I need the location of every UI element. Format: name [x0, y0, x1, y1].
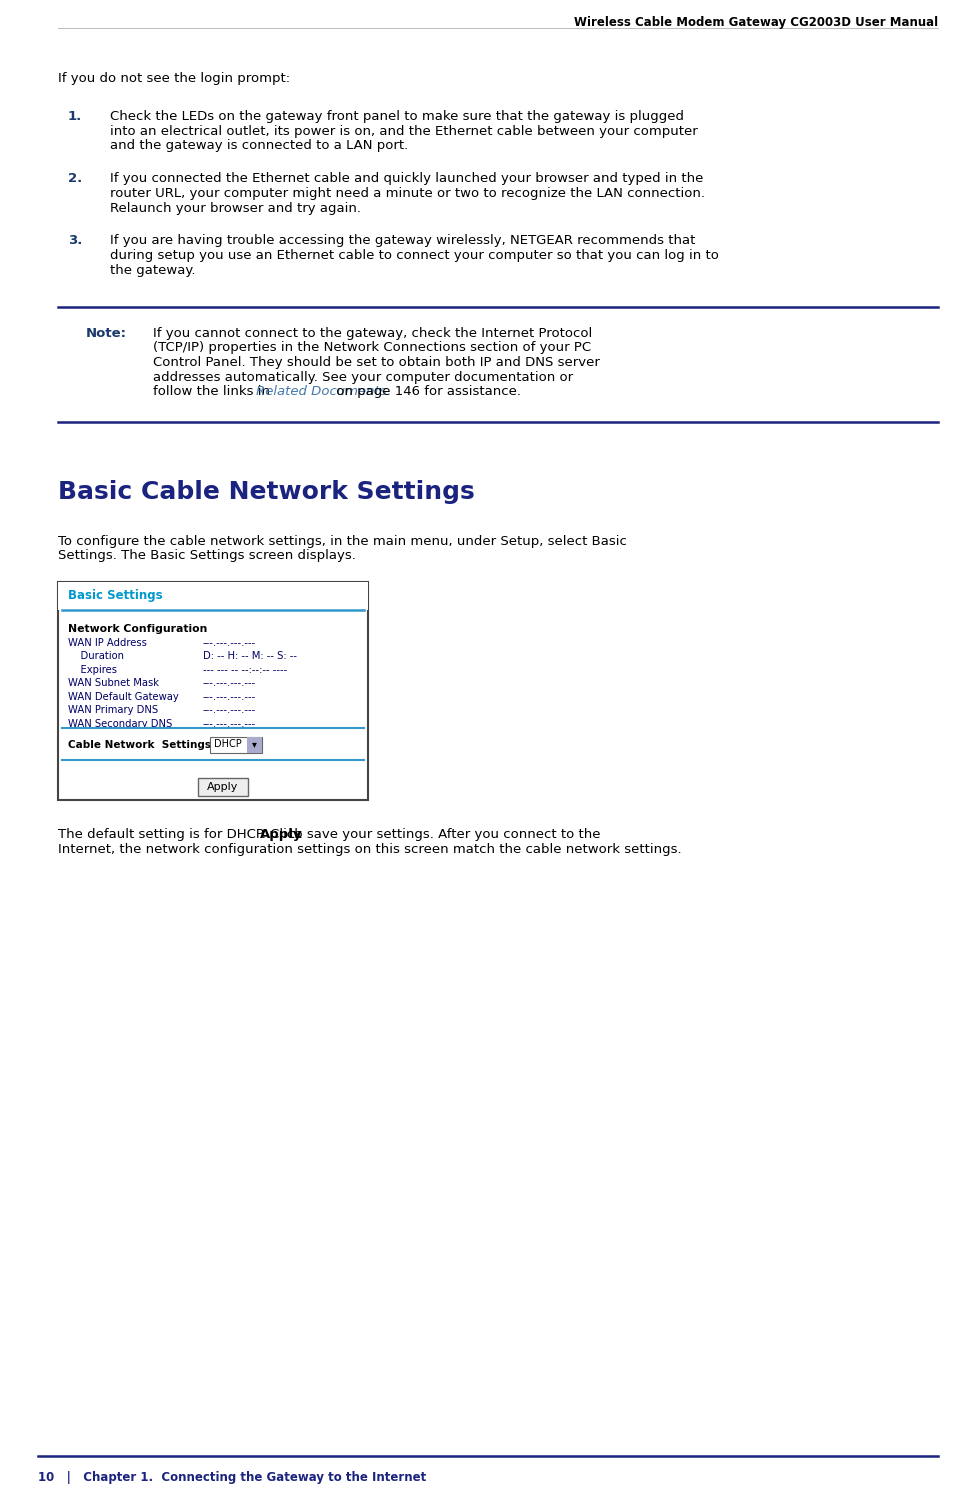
- Text: Related Documents: Related Documents: [255, 386, 386, 398]
- Text: Cable Network  Settings: Cable Network Settings: [68, 740, 211, 751]
- Text: WAN Default Gateway: WAN Default Gateway: [68, 692, 179, 701]
- Text: Basic Cable Network Settings: Basic Cable Network Settings: [58, 479, 474, 503]
- Text: addresses automatically. See your computer documentation or: addresses automatically. See your comput…: [152, 371, 573, 383]
- Text: Duration: Duration: [68, 652, 124, 661]
- Bar: [197, 778, 248, 796]
- Text: Check the LEDs on the gateway front panel to make sure that the gateway is plugg: Check the LEDs on the gateway front pane…: [109, 110, 683, 123]
- Text: 3.: 3.: [68, 234, 82, 248]
- Text: WAN Secondary DNS: WAN Secondary DNS: [68, 719, 172, 728]
- Text: If you connected the Ethernet cable and quickly launched your browser and typed : If you connected the Ethernet cable and …: [109, 173, 702, 185]
- Text: Internet, the network configuration settings on this screen match the cable netw: Internet, the network configuration sett…: [58, 843, 681, 856]
- Text: (TCP/IP) properties in the Network Connections section of your PC: (TCP/IP) properties in the Network Conne…: [152, 341, 590, 354]
- Text: WAN Primary DNS: WAN Primary DNS: [68, 706, 158, 715]
- Text: during setup you use an Ethernet cable to connect your computer so that you can : during setup you use an Ethernet cable t…: [109, 249, 718, 261]
- Text: Basic Settings: Basic Settings: [68, 589, 162, 602]
- Text: ---.---.---.---: ---.---.---.---: [203, 692, 256, 701]
- Text: into an electrical outlet, its power is on, and the Ethernet cable between your : into an electrical outlet, its power is …: [109, 125, 697, 138]
- Bar: [58, 581, 367, 610]
- Text: Settings. The Basic Settings screen displays.: Settings. The Basic Settings screen disp…: [58, 550, 356, 562]
- Text: router URL, your computer might need a minute or two to recognize the LAN connec: router URL, your computer might need a m…: [109, 186, 704, 200]
- Text: the gateway.: the gateway.: [109, 264, 195, 276]
- Text: WAN IP Address: WAN IP Address: [68, 638, 147, 647]
- Text: 1.: 1.: [68, 110, 82, 123]
- Text: To configure the cable network settings, in the main menu, under Setup, select B: To configure the cable network settings,…: [58, 535, 626, 548]
- Text: ---.---.---.---: ---.---.---.---: [203, 719, 256, 728]
- Text: WAN Subnet Mask: WAN Subnet Mask: [68, 679, 159, 688]
- Bar: [247, 737, 262, 754]
- Text: 10   |   Chapter 1.  Connecting the Gateway to the Internet: 10 | Chapter 1. Connecting the Gateway t…: [38, 1470, 426, 1484]
- Text: Expires: Expires: [68, 665, 117, 674]
- Text: Note:: Note:: [86, 326, 127, 339]
- Text: ---.---.---.---: ---.---.---.---: [203, 706, 256, 715]
- Bar: [210, 737, 262, 754]
- Text: 2.: 2.: [68, 173, 82, 185]
- Text: Control Panel. They should be set to obtain both IP and DNS server: Control Panel. They should be set to obt…: [152, 356, 599, 369]
- Text: Apply: Apply: [260, 828, 302, 841]
- Text: to save your settings. After you connect to the: to save your settings. After you connect…: [285, 828, 600, 841]
- Text: Relaunch your browser and try again.: Relaunch your browser and try again.: [109, 201, 361, 215]
- Bar: [58, 581, 367, 801]
- Text: and the gateway is connected to a LAN port.: and the gateway is connected to a LAN po…: [109, 140, 407, 152]
- Text: If you are having trouble accessing the gateway wirelessly, NETGEAR recommends t: If you are having trouble accessing the …: [109, 234, 695, 248]
- Text: --- --- -- --:--:-- ----: --- --- -- --:--:-- ----: [203, 665, 287, 674]
- Text: ---.---.---.---: ---.---.---.---: [203, 679, 256, 688]
- Text: ▾: ▾: [251, 739, 256, 749]
- Text: DHCP: DHCP: [214, 739, 241, 749]
- Text: Apply: Apply: [207, 783, 238, 793]
- Text: If you do not see the login prompt:: If you do not see the login prompt:: [58, 72, 290, 86]
- Text: The default setting is for DHCP. Click: The default setting is for DHCP. Click: [58, 828, 306, 841]
- Text: Wireless Cable Modem Gateway CG2003D User Manual: Wireless Cable Modem Gateway CG2003D Use…: [573, 17, 937, 29]
- Text: follow the links in: follow the links in: [152, 386, 274, 398]
- Text: Network Configuration: Network Configuration: [68, 623, 207, 634]
- Text: D: -- H: -- M: -- S: --: D: -- H: -- M: -- S: --: [203, 652, 297, 661]
- Text: on page 146 for assistance.: on page 146 for assistance.: [332, 386, 521, 398]
- Text: ---.---.---.---: ---.---.---.---: [203, 638, 256, 647]
- Text: If you cannot connect to the gateway, check the Internet Protocol: If you cannot connect to the gateway, ch…: [152, 326, 592, 339]
